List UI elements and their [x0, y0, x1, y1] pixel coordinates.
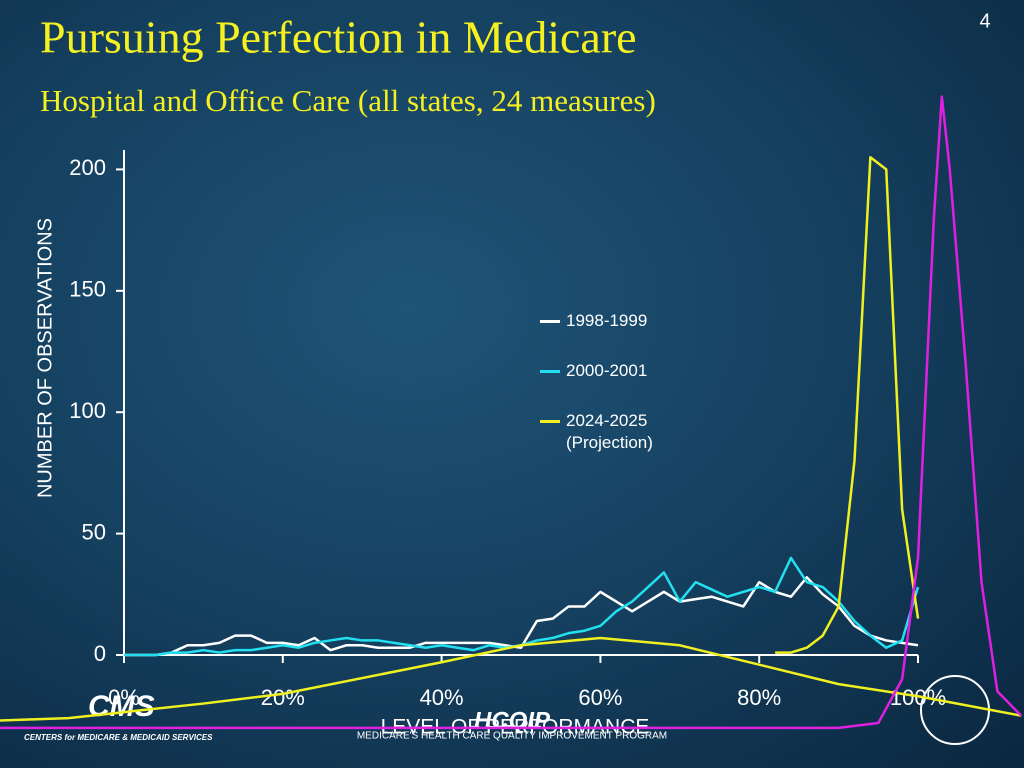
- agency-name: CENTERS for MEDICARE & MEDICAID SERVICES: [24, 733, 213, 742]
- series-line: [124, 556, 920, 657]
- legend-swatch: [540, 420, 560, 423]
- series-line: [0, 95, 1023, 730]
- legend-item: 2000-2001: [540, 360, 676, 382]
- y-tick-label: 200: [69, 155, 106, 180]
- x-tick-label: 80%: [737, 685, 781, 710]
- legend-label: 2024-2025 (Projection): [566, 411, 653, 452]
- y-tick-label: 0: [94, 641, 106, 666]
- x-tick-label: 20%: [261, 685, 305, 710]
- legend-label: 2000-2001: [566, 361, 648, 380]
- program-name: MEDICARE'S HEALTH CARE QUALITY IMPROVEME…: [357, 731, 667, 742]
- legend: 1998-1999 2000-2001 2024-2025 (Projection): [540, 310, 676, 482]
- chart-title: Pursuing Perfection in Medicare: [40, 12, 637, 63]
- y-tick-label: 50: [82, 519, 106, 544]
- page-number: 4: [979, 10, 990, 32]
- cms-logo: CMS: [88, 690, 155, 723]
- y-axis-label: NUMBER OF OBSERVATIONS: [34, 218, 56, 498]
- y-tick-label: 100: [69, 398, 106, 423]
- x-tick-label: 0%: [108, 685, 140, 710]
- hcqip-logo: HCQIP: [474, 707, 551, 734]
- legend-label: 1998-1999: [566, 311, 648, 330]
- series-line: [0, 636, 1022, 722]
- series-line: [775, 156, 920, 654]
- y-tick-label: 150: [69, 277, 106, 302]
- legend-swatch: [540, 370, 560, 373]
- legend-item: 2024-2025 (Projection): [540, 410, 676, 454]
- legend-swatch: [540, 320, 560, 323]
- x-tick-label: 60%: [578, 685, 622, 710]
- chart-subtitle: Hospital and Office Care (all states, 24…: [40, 83, 656, 118]
- legend-item: 1998-1999: [540, 310, 676, 332]
- series-line: [124, 576, 919, 657]
- x-tick-label: 40%: [420, 685, 464, 710]
